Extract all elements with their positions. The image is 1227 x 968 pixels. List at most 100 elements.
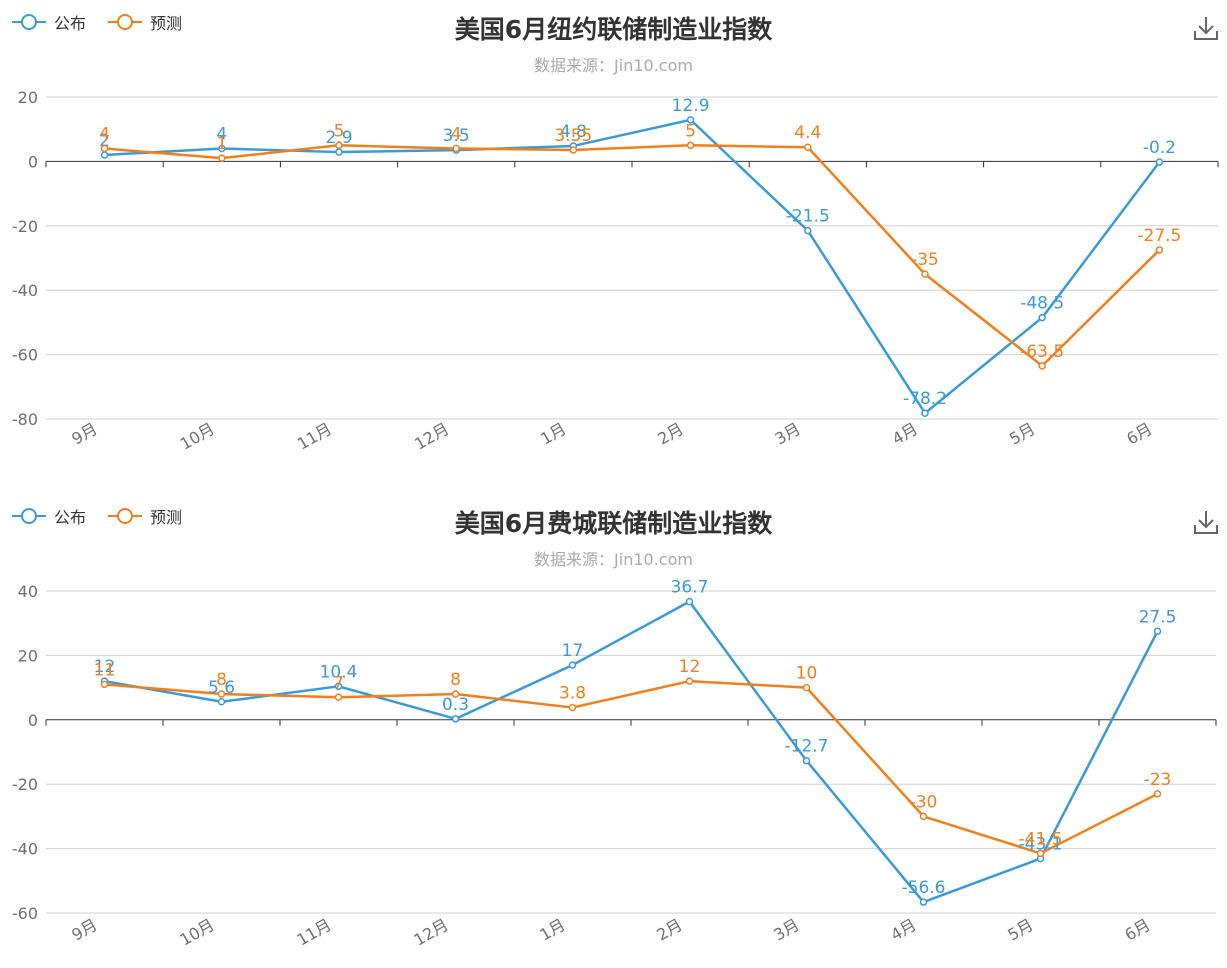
x-tick-label: 12月 <box>410 915 451 950</box>
data-label-published: -12.7 <box>785 737 829 757</box>
data-point-published <box>334 682 343 691</box>
data-point-published <box>568 661 577 669</box>
line-chart-philly: 40 20 0 -20 -40 -60 9月 10月 11月 12月 1月 2月 3月 4月 5月 6月 12 5… <box>12 578 1217 950</box>
legend-item-published[interactable]: 公布 <box>12 10 86 34</box>
data-point-forecast <box>218 154 226 162</box>
x-tick-label: 1月 <box>537 419 569 449</box>
data-point-forecast <box>452 144 460 153</box>
data-label-forecast: -63.5 <box>1020 342 1064 362</box>
data-label-published: -56.6 <box>902 878 946 898</box>
data-point-forecast <box>1036 849 1045 858</box>
legend-item-forecast[interactable]: 预测 <box>108 504 182 528</box>
x-tick-label: 3月 <box>770 915 802 945</box>
data-label-published: 2.9 <box>325 128 352 148</box>
data-point-published <box>1155 158 1164 166</box>
data-point-forecast <box>217 690 226 698</box>
download-icon[interactable] <box>1193 14 1219 42</box>
data-label-published: 5.6 <box>208 678 235 698</box>
y-tick-label: 20 <box>18 88 38 107</box>
data-point-forecast <box>569 146 578 154</box>
y-tick-label: -20 <box>12 217 38 236</box>
data-label-published: 4 <box>216 125 227 145</box>
data-label-published: 17 <box>562 641 584 661</box>
data-label-published: 36.7 <box>671 578 709 598</box>
y-tick-label: -20 <box>12 775 38 794</box>
data-point-published <box>217 698 226 706</box>
data-point-forecast <box>802 683 811 692</box>
chart-legend: 公布 预测 <box>12 504 204 528</box>
data-point-published <box>919 898 928 906</box>
data-point-published <box>685 597 694 606</box>
x-tick-label: 10月 <box>177 419 218 454</box>
data-point-forecast <box>100 680 109 689</box>
data-label-forecast: -23 <box>1144 770 1172 790</box>
x-tick-label: 2月 <box>653 915 685 945</box>
legend-label: 预测 <box>150 14 183 33</box>
data-point-forecast <box>919 812 928 821</box>
y-tick-label: -60 <box>12 904 38 923</box>
data-label-forecast: 3.8 <box>559 684 586 704</box>
x-tick-label: 9月 <box>68 419 100 449</box>
x-tick-label: 6月 <box>1121 915 1153 945</box>
y-tick-label: 20 <box>18 646 38 665</box>
data-point-forecast <box>1155 246 1164 254</box>
legend-line-icon <box>108 508 143 524</box>
data-point-published <box>1153 627 1162 635</box>
data-point-forecast <box>686 141 695 150</box>
data-label-published: -48.5 <box>1020 294 1064 314</box>
download-icon[interactable] <box>1193 508 1219 536</box>
data-label-published: -21.5 <box>786 207 830 227</box>
data-label-published: 12 <box>94 657 116 677</box>
data-label-forecast: 8 <box>450 670 461 690</box>
chart-panel-ny: 20 0 -20 -40 -60 -80 9月 10月 11月 12月 1月 2月 3月 4月 5月 6月 2 4… <box>12 10 1219 454</box>
data-label-forecast: 11 <box>94 660 116 680</box>
data-label-published: -43.1 <box>1019 835 1063 855</box>
data-point-forecast <box>100 144 109 153</box>
legend-item-forecast[interactable]: 预测 <box>108 10 182 34</box>
series-line-published <box>104 118 1161 415</box>
series-line-forecast <box>104 144 1161 368</box>
data-point-published <box>335 148 343 156</box>
data-label-forecast: 5 <box>685 121 696 141</box>
data-label-forecast: 5 <box>334 121 345 141</box>
data-label-forecast: 8 <box>216 670 227 690</box>
data-label-forecast: 4 <box>451 125 462 145</box>
data-label-published: 3.5 <box>443 126 470 146</box>
data-point-forecast <box>1038 362 1046 370</box>
y-tick-label: -80 <box>12 410 38 429</box>
data-label-forecast: 10 <box>796 664 818 684</box>
x-tick-label: 5月 <box>1006 419 1038 449</box>
series-line-published <box>104 600 1159 904</box>
x-tick-label: 5月 <box>1004 915 1036 945</box>
legend-label: 公布 <box>54 14 87 33</box>
legend-line-icon <box>12 508 46 524</box>
data-point-published <box>100 151 109 159</box>
data-point-forecast <box>685 677 694 685</box>
chart-title: 美国6月费城联储制造业指数 <box>454 509 773 538</box>
data-point-published <box>451 715 460 723</box>
data-label-forecast: 12 <box>679 657 701 677</box>
data-label-published: 0.3 <box>442 695 469 715</box>
chart-legend: 公布 预测 <box>12 10 204 34</box>
chart-panel-philly: 40 20 0 -20 -40 -60 9月 10月 11月 12月 1月 2月 3月 4月 5月 6月 12 5… <box>0 494 1227 968</box>
chart-title: 美国6月纽约联储制造业指数 <box>454 15 773 44</box>
data-point-published <box>1038 313 1046 322</box>
data-point-forecast <box>921 270 929 278</box>
data-point-published <box>686 116 695 124</box>
legend-item-published[interactable]: 公布 <box>12 504 86 528</box>
x-tick-label: 12月 <box>411 419 452 454</box>
data-label-forecast: 3.55 <box>554 126 592 146</box>
chart-subtitle: 数据来源：Jin10.com <box>534 56 693 75</box>
data-label-forecast: -35 <box>911 250 939 270</box>
data-label-forecast: -41.5 <box>1019 829 1063 849</box>
data-point-published <box>804 226 812 235</box>
data-point-forecast <box>451 690 460 698</box>
x-tick-label: 11月 <box>293 915 334 950</box>
series-line-forecast <box>104 679 1159 855</box>
legend-line-icon <box>108 14 143 30</box>
legend-line-icon <box>12 14 46 30</box>
chart-subtitle: 数据来源：Jin10.com <box>534 550 693 569</box>
data-point-forecast <box>1153 790 1162 798</box>
y-tick-label: -60 <box>12 346 38 365</box>
x-tick-label: 10月 <box>176 915 217 950</box>
